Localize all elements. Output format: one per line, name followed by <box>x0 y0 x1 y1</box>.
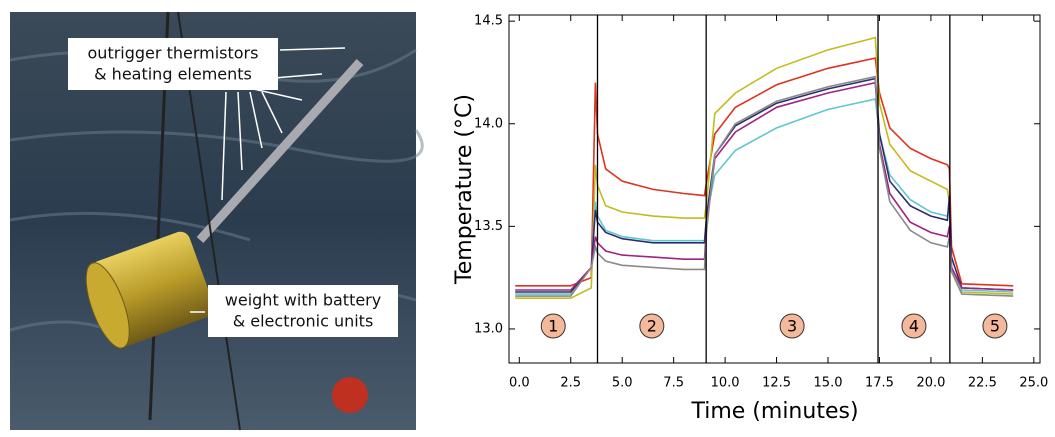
phase-label: 4 <box>909 317 919 336</box>
x-tick-label: 10.0 <box>711 376 740 391</box>
photo-label: outrigger thermistors <box>88 44 259 63</box>
x-tick-label: 0.0 <box>509 376 530 391</box>
x-tick-label: 2.5 <box>560 376 581 391</box>
phase-label: 5 <box>990 317 1000 336</box>
photo: outrigger thermistors & heating elements… <box>9 11 424 431</box>
label-box <box>208 285 398 337</box>
pole <box>196 58 364 244</box>
phase-marker <box>779 313 805 339</box>
phase-label: 3 <box>787 317 797 336</box>
x-tick-label: 5.0 <box>612 376 633 391</box>
phase-marker <box>540 313 566 339</box>
series-line <box>515 36 1014 299</box>
photo-label: weight with battery <box>225 291 381 310</box>
x-tick-label: 20.0 <box>916 376 945 391</box>
phase-label: 1 <box>548 317 558 336</box>
helmet <box>332 377 368 413</box>
y-tick-label: 13.0 <box>474 321 503 336</box>
y-axis-label: Temperature (°C) <box>452 94 477 285</box>
plot-frame <box>508 14 1041 364</box>
photo-label: & electronic units <box>233 312 374 331</box>
series-line <box>515 57 1014 287</box>
series-line <box>515 98 1014 295</box>
x-tick-label: 17.5 <box>865 376 894 391</box>
photo-label: & heating elements <box>94 65 252 84</box>
x-tick-label: 22.5 <box>968 376 997 391</box>
phase-label: 2 <box>647 317 657 336</box>
y-tick-label: 13.5 <box>474 219 503 234</box>
x-tick-label: 7.5 <box>663 376 684 391</box>
phase-marker <box>901 313 927 339</box>
x-axis-label: Time (minutes) <box>690 399 858 424</box>
label-box <box>68 38 278 90</box>
y-tick-label: 14.0 <box>474 116 503 131</box>
cylinder <box>85 231 215 349</box>
series-line <box>515 75 1014 297</box>
y-tick-label: 14.5 <box>474 14 503 29</box>
x-tick-label: 15.0 <box>814 376 843 391</box>
x-tick-label: 12.5 <box>762 376 791 391</box>
series-line <box>515 81 1014 291</box>
phase-marker <box>982 313 1008 339</box>
x-tick-label: 25.0 <box>1019 376 1048 391</box>
phase-marker <box>639 313 665 339</box>
